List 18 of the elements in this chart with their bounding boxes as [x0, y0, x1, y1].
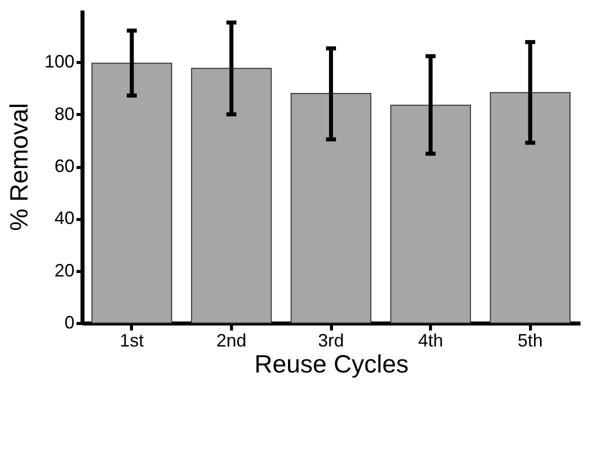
bar: [390, 104, 471, 324]
bar: [490, 92, 571, 324]
x-axis-title: Reuse Cycles: [254, 350, 409, 378]
x-tick-label: 4th: [418, 330, 444, 350]
bar: [191, 68, 272, 324]
x-tick-label: 3rd: [318, 330, 344, 350]
x-tick-label: 1st: [120, 330, 144, 350]
y-tick-label: 20: [54, 260, 74, 280]
y-tick-label: 60: [54, 156, 74, 176]
bar: [290, 92, 372, 324]
y-axis-title: % Removal: [5, 103, 34, 231]
y-tick-label: 100: [44, 52, 74, 72]
y-tick-label: 0: [64, 312, 74, 332]
x-tick-label: 5th: [518, 330, 543, 350]
bar: [91, 62, 172, 324]
y-tick-label: 40: [54, 208, 74, 228]
y-tick-label: 80: [54, 104, 74, 124]
x-tick-label: 2nd: [216, 330, 246, 350]
